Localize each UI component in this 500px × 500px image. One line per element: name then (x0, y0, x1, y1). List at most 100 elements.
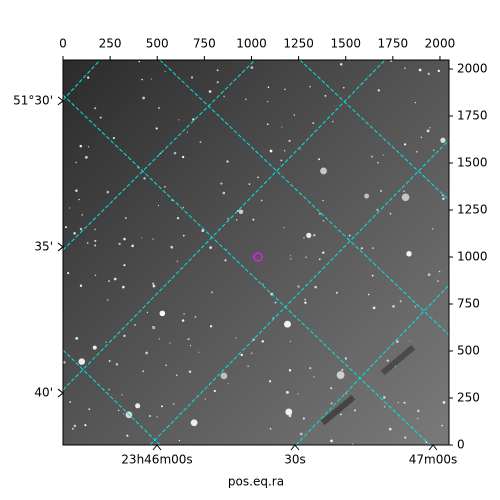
star (198, 351, 200, 353)
star (324, 95, 327, 97)
star (152, 282, 155, 285)
x-tick-label: 1250 (283, 37, 314, 51)
x-tick-label: 500 (146, 37, 169, 51)
star (134, 324, 136, 326)
star (288, 414, 292, 418)
x-tick-label: 0 (59, 37, 67, 51)
star (376, 208, 379, 211)
star (404, 143, 407, 146)
star (252, 218, 255, 221)
star (290, 255, 292, 257)
star (176, 217, 180, 220)
star (283, 149, 286, 152)
star (112, 137, 115, 140)
star (245, 98, 247, 101)
star (379, 189, 383, 192)
star (404, 436, 407, 439)
dec-tick (57, 388, 64, 398)
star (69, 401, 72, 403)
star (172, 403, 175, 405)
star (299, 432, 303, 436)
x-tick-label: 750 (193, 37, 216, 51)
star (208, 90, 212, 93)
star (240, 353, 243, 357)
star (345, 392, 347, 395)
ra-tick-label: 23h46m00s (121, 453, 192, 467)
sky-image (63, 60, 449, 445)
star (250, 352, 253, 354)
star (364, 193, 370, 199)
star (257, 176, 259, 179)
star (441, 424, 443, 427)
star (341, 368, 344, 371)
star (427, 72, 431, 76)
star (190, 345, 192, 347)
star (335, 291, 338, 294)
star (371, 274, 374, 277)
star (115, 362, 119, 366)
dec-tick-label: 51°30' (13, 93, 53, 107)
star (367, 293, 370, 296)
star (429, 127, 431, 129)
star (182, 206, 185, 209)
star (280, 159, 283, 162)
x-axis-label: pos.eq.ra (228, 475, 284, 489)
star (141, 237, 143, 239)
star (220, 182, 223, 185)
star (209, 246, 212, 249)
star (178, 440, 181, 442)
star (302, 417, 305, 420)
star (156, 416, 158, 418)
star (169, 342, 171, 344)
star (181, 319, 185, 322)
star (331, 120, 334, 123)
star (322, 251, 325, 254)
star (159, 152, 162, 155)
star (107, 280, 111, 283)
target-marker (253, 252, 263, 262)
star (85, 156, 88, 159)
star (78, 198, 80, 201)
star (199, 141, 202, 144)
star (190, 419, 198, 427)
star (63, 360, 66, 364)
star (152, 326, 156, 330)
star (284, 320, 291, 328)
star (220, 372, 228, 380)
star (312, 122, 315, 125)
star (216, 69, 219, 72)
star (370, 155, 373, 158)
star (416, 417, 419, 420)
star (75, 161, 77, 164)
star (372, 247, 374, 249)
dec-tick-label: 35' (34, 239, 53, 253)
star (318, 158, 321, 161)
star (388, 427, 392, 431)
star (285, 408, 293, 416)
star (426, 129, 430, 133)
star (158, 106, 160, 109)
star (330, 439, 333, 443)
star (71, 427, 74, 430)
star (81, 213, 84, 216)
star (390, 60, 393, 63)
coordinate-grid (63, 60, 449, 445)
streak (380, 344, 416, 376)
star (336, 371, 345, 379)
star (322, 199, 324, 202)
star (425, 441, 428, 444)
star (94, 244, 97, 247)
star (303, 236, 305, 239)
star (340, 413, 342, 416)
star (78, 358, 86, 365)
star (145, 351, 149, 355)
star (173, 151, 177, 155)
star (79, 227, 83, 231)
star (299, 148, 301, 150)
star (320, 167, 327, 175)
star (188, 370, 192, 373)
star (224, 259, 227, 262)
star (94, 274, 97, 277)
star (142, 96, 145, 100)
star (226, 160, 229, 163)
